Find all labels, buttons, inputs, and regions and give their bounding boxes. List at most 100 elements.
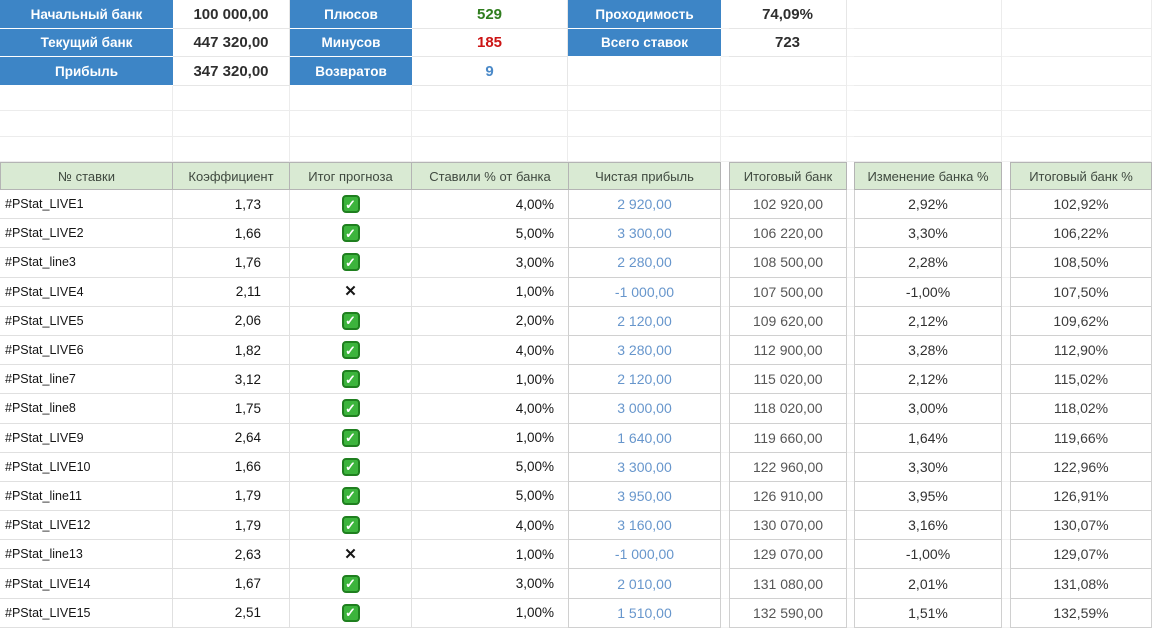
cell-total-bank[interactable]: 132 590,00: [729, 599, 847, 628]
cell-net-profit[interactable]: 3 160,00: [568, 511, 721, 540]
cell-bank-change-percent[interactable]: 2,12%: [854, 307, 1002, 336]
header-forecast-result[interactable]: Итог прогноза: [290, 162, 412, 190]
cell-bet-name[interactable]: #PStat_LIVE10: [0, 453, 173, 482]
cell-forecast-result[interactable]: ✕: [290, 540, 412, 569]
cell-profit-label[interactable]: Прибыль: [0, 57, 173, 86]
cell-total-bank-percent[interactable]: 112,90%: [1010, 336, 1152, 365]
cell-initial-bank-value[interactable]: 100 000,00: [173, 0, 290, 29]
cell-total-bank-percent[interactable]: 126,91%: [1010, 482, 1152, 511]
cell-net-profit[interactable]: 2 120,00: [568, 365, 721, 394]
cell-stake-percent[interactable]: 1,00%: [412, 424, 568, 453]
cell-stake-percent[interactable]: 1,00%: [412, 540, 568, 569]
header-bet-number[interactable]: № ставки: [0, 162, 173, 190]
cell-stake-percent[interactable]: 5,00%: [412, 482, 568, 511]
cell-total-bank[interactable]: 129 070,00: [729, 540, 847, 569]
cell-bet-name[interactable]: #PStat_LIVE12: [0, 511, 173, 540]
cell-forecast-result[interactable]: ✓: [290, 453, 412, 482]
cell-losses-label[interactable]: Минусов: [290, 29, 412, 57]
header-stake-percent[interactable]: Ставили % от банка: [412, 162, 568, 190]
cell-total-bank[interactable]: 119 660,00: [729, 424, 847, 453]
cell-current-bank-label[interactable]: Текущий банк: [0, 29, 173, 57]
cell-total-bets-value[interactable]: 723: [729, 29, 847, 57]
cell-net-profit[interactable]: 3 950,00: [568, 482, 721, 511]
cell-bet-name[interactable]: #PStat_LIVE14: [0, 569, 173, 598]
cell-coefficient[interactable]: 1,66: [173, 219, 290, 248]
cell-forecast-result[interactable]: ✓: [290, 569, 412, 598]
cell-coefficient[interactable]: 1,75: [173, 394, 290, 423]
cell-total-bank-percent[interactable]: 122,96%: [1010, 453, 1152, 482]
cell-forecast-result[interactable]: ✓: [290, 248, 412, 277]
cell-coefficient[interactable]: 2,63: [173, 540, 290, 569]
cell-total-bank[interactable]: 130 070,00: [729, 511, 847, 540]
cell-stake-percent[interactable]: 3,00%: [412, 569, 568, 598]
cell-total-bank[interactable]: 126 910,00: [729, 482, 847, 511]
cell-total-bank-percent[interactable]: 130,07%: [1010, 511, 1152, 540]
header-total-bank[interactable]: Итоговый банк: [729, 162, 847, 190]
cell-bank-change-percent[interactable]: 2,12%: [854, 365, 1002, 394]
cell-stake-percent[interactable]: 2,00%: [412, 307, 568, 336]
cell-net-profit[interactable]: 3 300,00: [568, 219, 721, 248]
cell-net-profit[interactable]: 3 300,00: [568, 453, 721, 482]
cell-net-profit[interactable]: 2 010,00: [568, 569, 721, 598]
cell-returns-label[interactable]: Возвратов: [290, 57, 412, 86]
cell-bank-change-percent[interactable]: 3,16%: [854, 511, 1002, 540]
cell-forecast-result[interactable]: ✓: [290, 424, 412, 453]
cell-net-profit[interactable]: 2 920,00: [568, 190, 721, 219]
cell-total-bank[interactable]: 109 620,00: [729, 307, 847, 336]
cell-forecast-result[interactable]: ✓: [290, 219, 412, 248]
cell-wins-value[interactable]: 529: [412, 0, 568, 29]
cell-stake-percent[interactable]: 4,00%: [412, 511, 568, 540]
cell-coefficient[interactable]: 1,67: [173, 569, 290, 598]
cell-passrate-label[interactable]: Проходимость: [568, 0, 721, 29]
cell-net-profit[interactable]: 2 280,00: [568, 248, 721, 277]
cell-total-bank-percent[interactable]: 108,50%: [1010, 248, 1152, 277]
header-coefficient[interactable]: Коэффициент: [173, 162, 290, 190]
cell-net-profit[interactable]: 3 280,00: [568, 336, 721, 365]
cell-bet-name[interactable]: #PStat_line11: [0, 482, 173, 511]
cell-total-bank-percent[interactable]: 132,59%: [1010, 599, 1152, 628]
cell-bet-name[interactable]: #PStat_LIVE1: [0, 190, 173, 219]
cell-net-profit[interactable]: -1 000,00: [568, 540, 721, 569]
cell-bet-name[interactable]: #PStat_LIVE2: [0, 219, 173, 248]
cell-bank-change-percent[interactable]: 3,00%: [854, 394, 1002, 423]
header-net-profit[interactable]: Чистая прибыль: [568, 162, 721, 190]
header-bank-change-percent[interactable]: Изменение банка %: [854, 162, 1002, 190]
cell-coefficient[interactable]: 2,64: [173, 424, 290, 453]
cell-bank-change-percent[interactable]: -1,00%: [854, 278, 1002, 307]
cell-total-bank-percent[interactable]: 102,92%: [1010, 190, 1152, 219]
cell-net-profit[interactable]: -1 000,00: [568, 278, 721, 307]
cell-stake-percent[interactable]: 3,00%: [412, 248, 568, 277]
cell-stake-percent[interactable]: 5,00%: [412, 219, 568, 248]
cell-total-bank-percent[interactable]: 118,02%: [1010, 394, 1152, 423]
cell-coefficient[interactable]: 1,79: [173, 511, 290, 540]
cell-total-bank-percent[interactable]: 129,07%: [1010, 540, 1152, 569]
cell-total-bank-percent[interactable]: 106,22%: [1010, 219, 1152, 248]
cell-bet-name[interactable]: #PStat_LIVE5: [0, 307, 173, 336]
cell-bank-change-percent[interactable]: -1,00%: [854, 540, 1002, 569]
cell-stake-percent[interactable]: 4,00%: [412, 336, 568, 365]
cell-stake-percent[interactable]: 1,00%: [412, 599, 568, 628]
cell-total-bank-percent[interactable]: 131,08%: [1010, 569, 1152, 598]
cell-stake-percent[interactable]: 5,00%: [412, 453, 568, 482]
cell-coefficient[interactable]: 3,12: [173, 365, 290, 394]
cell-forecast-result[interactable]: ✓: [290, 599, 412, 628]
cell-coefficient[interactable]: 1,76: [173, 248, 290, 277]
cell-bank-change-percent[interactable]: 3,30%: [854, 453, 1002, 482]
cell-net-profit[interactable]: 1 510,00: [568, 599, 721, 628]
cell-total-bank-percent[interactable]: 115,02%: [1010, 365, 1152, 394]
header-total-bank-percent[interactable]: Итоговый банк %: [1010, 162, 1152, 190]
cell-bank-change-percent[interactable]: 3,28%: [854, 336, 1002, 365]
cell-total-bank[interactable]: 107 500,00: [729, 278, 847, 307]
cell-profit-value[interactable]: 347 320,00: [173, 57, 290, 86]
cell-total-bank[interactable]: 106 220,00: [729, 219, 847, 248]
cell-stake-percent[interactable]: 4,00%: [412, 190, 568, 219]
cell-forecast-result[interactable]: ✓: [290, 365, 412, 394]
cell-bank-change-percent[interactable]: 3,95%: [854, 482, 1002, 511]
cell-losses-value[interactable]: 185: [412, 29, 568, 57]
cell-bet-name[interactable]: #PStat_line13: [0, 540, 173, 569]
cell-bet-name[interactable]: #PStat_line3: [0, 248, 173, 277]
cell-bank-change-percent[interactable]: 2,01%: [854, 569, 1002, 598]
cell-current-bank-value[interactable]: 447 320,00: [173, 29, 290, 57]
cell-net-profit[interactable]: 2 120,00: [568, 307, 721, 336]
cell-total-bank[interactable]: 108 500,00: [729, 248, 847, 277]
